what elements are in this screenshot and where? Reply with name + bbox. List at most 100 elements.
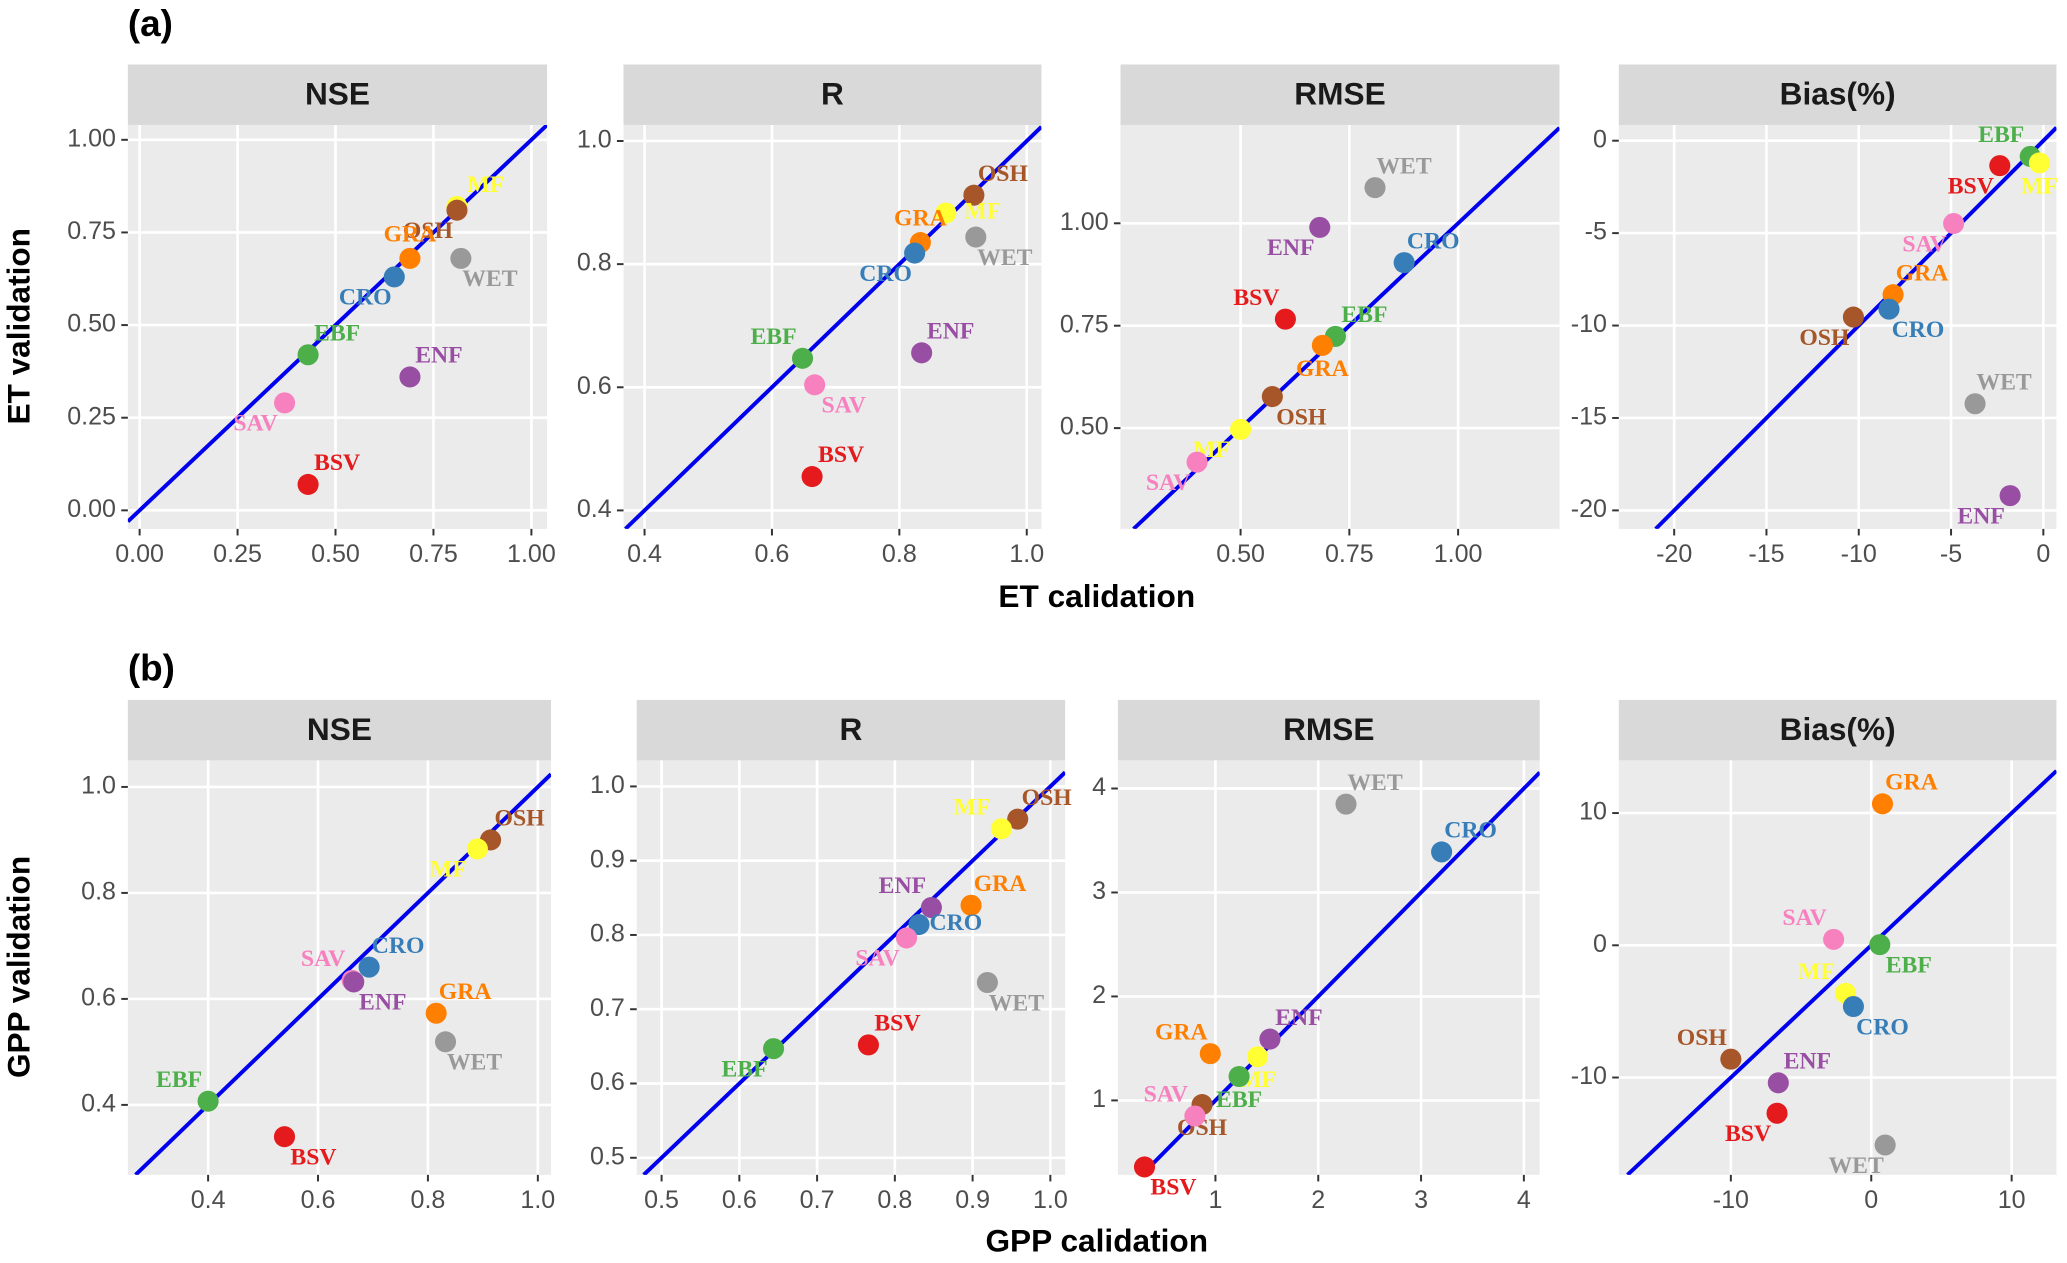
y-tick-label: 1.00 xyxy=(67,124,116,152)
strip-background xyxy=(1117,699,1540,761)
y-tick-label: 0.25 xyxy=(67,402,116,430)
point xyxy=(965,226,987,248)
y-tick-label: 1.0 xyxy=(590,771,625,799)
point-label: SAV xyxy=(855,946,899,972)
y-tick-label: 0.4 xyxy=(577,495,612,523)
point xyxy=(1878,298,1900,320)
x-tick-label: 0 xyxy=(2036,540,2050,568)
point-label: SAV xyxy=(233,411,277,437)
point-label: ENF xyxy=(879,873,926,899)
point xyxy=(908,914,930,936)
point-label: MF xyxy=(468,172,505,198)
x-tick-label: 0.50 xyxy=(311,540,360,568)
point xyxy=(763,1038,785,1060)
y-tick-label: 0.50 xyxy=(1060,413,1109,441)
y-tick-label: 0.75 xyxy=(67,217,116,245)
x-tick-label: 4 xyxy=(1517,1186,1531,1214)
y-tick-label: 0.5 xyxy=(590,1142,625,1170)
point-label: GRA xyxy=(1896,260,1949,286)
point-label: CRO xyxy=(1892,317,1945,343)
point xyxy=(1186,451,1208,473)
point xyxy=(960,894,982,916)
plot-background xyxy=(1117,760,1540,1175)
x-tick-label: 0.4 xyxy=(627,540,662,568)
point xyxy=(2028,152,2051,174)
point xyxy=(1393,252,1415,274)
point xyxy=(197,1090,219,1112)
y-tick-label: 0.9 xyxy=(590,845,625,873)
y-tick-label: 10 xyxy=(1579,798,1607,826)
x-tick-label: 1.00 xyxy=(1434,540,1483,568)
x-tick-label: -10 xyxy=(1841,540,1877,568)
panel-label: (b) xyxy=(128,648,175,689)
panel-title: RMSE xyxy=(1283,711,1374,747)
point xyxy=(1309,216,1331,238)
point-label: CRO xyxy=(1444,818,1497,844)
point xyxy=(935,202,957,224)
y-tick-label: 0.6 xyxy=(577,372,612,400)
point xyxy=(976,971,998,994)
point xyxy=(1364,177,1386,199)
point xyxy=(358,956,380,978)
y-tick-label: 0.8 xyxy=(577,249,612,277)
y-tick-label: -10 xyxy=(1571,1062,1607,1090)
point xyxy=(920,896,942,919)
panel-title: Bias(%) xyxy=(1780,711,1896,747)
y-tick-label: 0.8 xyxy=(81,878,116,906)
y-tick-label: -5 xyxy=(1585,218,1607,246)
x-tick-label: 1.0 xyxy=(1033,1186,1068,1214)
identity-line xyxy=(642,770,1066,1175)
x-tick-label: 3 xyxy=(1414,1186,1428,1214)
x-tick-label: 0 xyxy=(1864,1186,1878,1214)
point-label: EBF xyxy=(721,1056,767,1082)
identity-line xyxy=(1626,769,2057,1175)
y-tick-label: 0.75 xyxy=(1060,310,1109,338)
point xyxy=(1228,1065,1250,1088)
y-tick-label: 4 xyxy=(1092,773,1106,801)
point-label: BSV xyxy=(818,442,864,468)
point xyxy=(1259,1028,1281,1050)
point-label: OSH xyxy=(495,806,546,832)
y-tick-label: 0 xyxy=(1593,125,1607,153)
x-axis-title: ET calidation xyxy=(998,578,1195,614)
x-tick-label: 0.9 xyxy=(955,1186,990,1214)
x-tick-label: 0.75 xyxy=(1325,540,1374,568)
point-label: WET xyxy=(447,1050,503,1076)
point xyxy=(450,247,472,269)
x-tick-label: 0.4 xyxy=(191,1186,226,1214)
point xyxy=(1823,928,1845,950)
point-label: SAV xyxy=(821,393,865,419)
point-label: BSV xyxy=(314,450,360,476)
point xyxy=(1274,308,1296,330)
point-label: MF xyxy=(1798,959,1835,985)
point xyxy=(446,199,468,221)
point xyxy=(1335,793,1357,815)
y-tick-label: -20 xyxy=(1571,495,1607,523)
point xyxy=(963,184,985,206)
point xyxy=(297,344,319,366)
point-label: OSH xyxy=(1677,1025,1728,1051)
x-tick-label: 0.7 xyxy=(800,1186,835,1214)
x-tick-label: 0.00 xyxy=(115,540,164,568)
point-label: MF xyxy=(964,198,1001,224)
point xyxy=(466,838,488,860)
point-label: BSV xyxy=(1948,173,1994,199)
point-label: ENF xyxy=(1275,1005,1322,1031)
point-label: GRA xyxy=(439,979,492,1005)
point xyxy=(911,342,933,364)
point xyxy=(895,927,918,949)
y-tick-label: 1 xyxy=(1092,1085,1106,1113)
point-label: OSH xyxy=(1022,785,1073,811)
x-tick-label: 0.5 xyxy=(644,1186,679,1214)
point xyxy=(804,374,826,396)
point xyxy=(1133,1156,1156,1178)
point-label: EBF xyxy=(156,1067,202,1093)
point-label: SAV xyxy=(1144,1082,1188,1108)
x-axis-title: GPP calidation xyxy=(985,1223,1208,1259)
point-label: GRA xyxy=(1155,1019,1208,1045)
point xyxy=(990,818,1012,840)
x-tick-label: 0.6 xyxy=(722,1186,757,1214)
point xyxy=(1964,393,1986,415)
point-label: OSH xyxy=(1799,325,1850,351)
